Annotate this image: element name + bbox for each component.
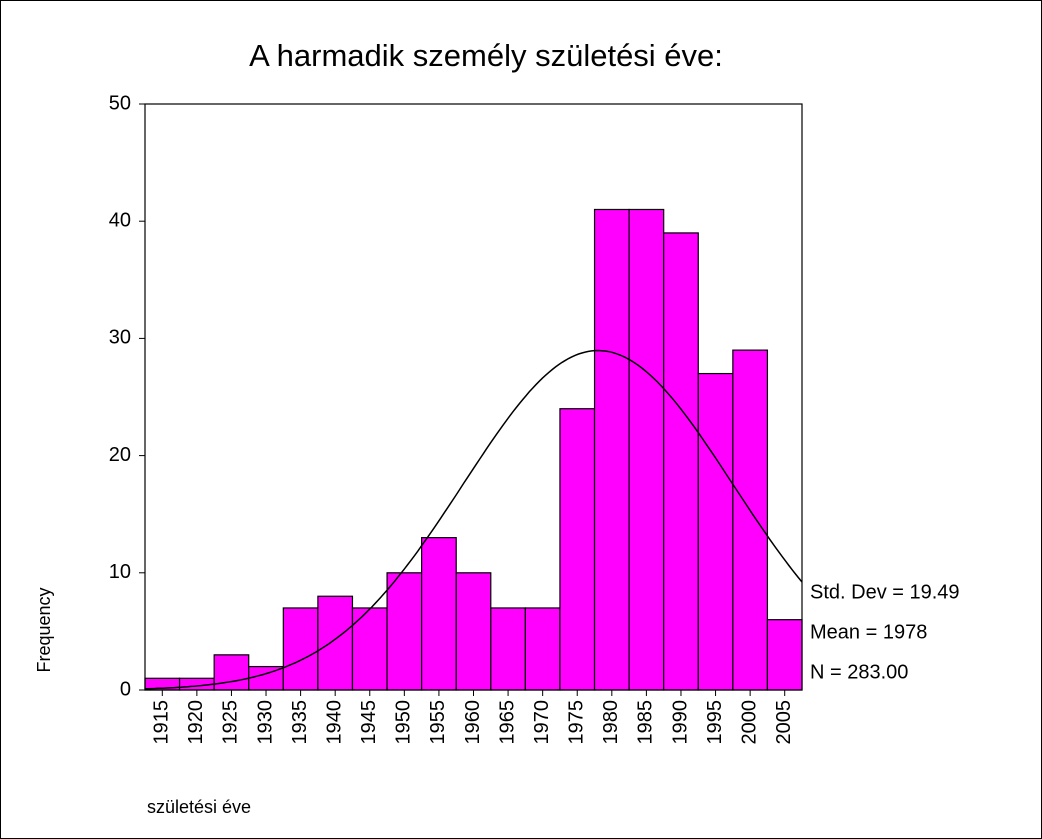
x-tick-label: 1995 (704, 700, 726, 745)
x-tick-label: 1965 (496, 700, 518, 745)
y-tick-label: 50 (109, 92, 131, 114)
stat-label: N = 283.00 (810, 661, 908, 683)
x-tick-label: 1955 (427, 700, 449, 745)
bar (213, 654, 250, 691)
bar (628, 208, 665, 691)
bar (766, 619, 803, 691)
x-tick-label: 1970 (531, 700, 553, 745)
bar (663, 232, 699, 691)
x-tick-label: 1930 (254, 700, 276, 745)
x-tick-label: 1925 (220, 700, 242, 745)
bar (559, 408, 596, 691)
y-tick-label: 40 (109, 209, 131, 231)
x-tick-label: 1920 (185, 700, 207, 745)
normal-curve (144, 349, 803, 690)
x-tick-label: 1945 (358, 700, 380, 745)
x-tick-label: 1940 (323, 700, 345, 745)
bar (697, 372, 734, 691)
chart-title: A harmadik személy születési éve: (249, 38, 723, 73)
bar (455, 572, 492, 691)
bar (490, 607, 526, 691)
x-tick-label: 1935 (289, 700, 311, 745)
bar (421, 537, 457, 691)
y-tick-label: 30 (109, 327, 131, 349)
bar (282, 607, 319, 691)
x-tick-label: 1975 (566, 700, 588, 745)
x-axis-label: születési éve (147, 797, 251, 817)
x-tick-label: 1980 (600, 700, 622, 745)
y-tick-label: 0 (120, 678, 131, 700)
x-tick-label: 1950 (393, 700, 415, 745)
bar (386, 572, 423, 691)
x-tick-label: 1960 (462, 700, 484, 745)
x-tick-label: 2000 (738, 700, 760, 745)
bar (351, 607, 388, 691)
y-axis-label: Frequency (34, 587, 54, 672)
stat-label: Std. Dev = 19.49 (810, 581, 960, 603)
y-tick-label: 10 (109, 561, 131, 583)
x-tick-label: 1990 (669, 700, 691, 745)
stat-label: Mean = 1978 (810, 621, 927, 643)
bar (732, 349, 769, 691)
bar (317, 595, 354, 691)
x-tick-label: 2005 (773, 700, 795, 745)
y-tick-label: 20 (109, 444, 131, 466)
bar (593, 208, 630, 691)
x-tick-label: 1985 (635, 700, 657, 745)
x-tick-label: 1915 (151, 700, 173, 745)
bar (524, 607, 561, 691)
